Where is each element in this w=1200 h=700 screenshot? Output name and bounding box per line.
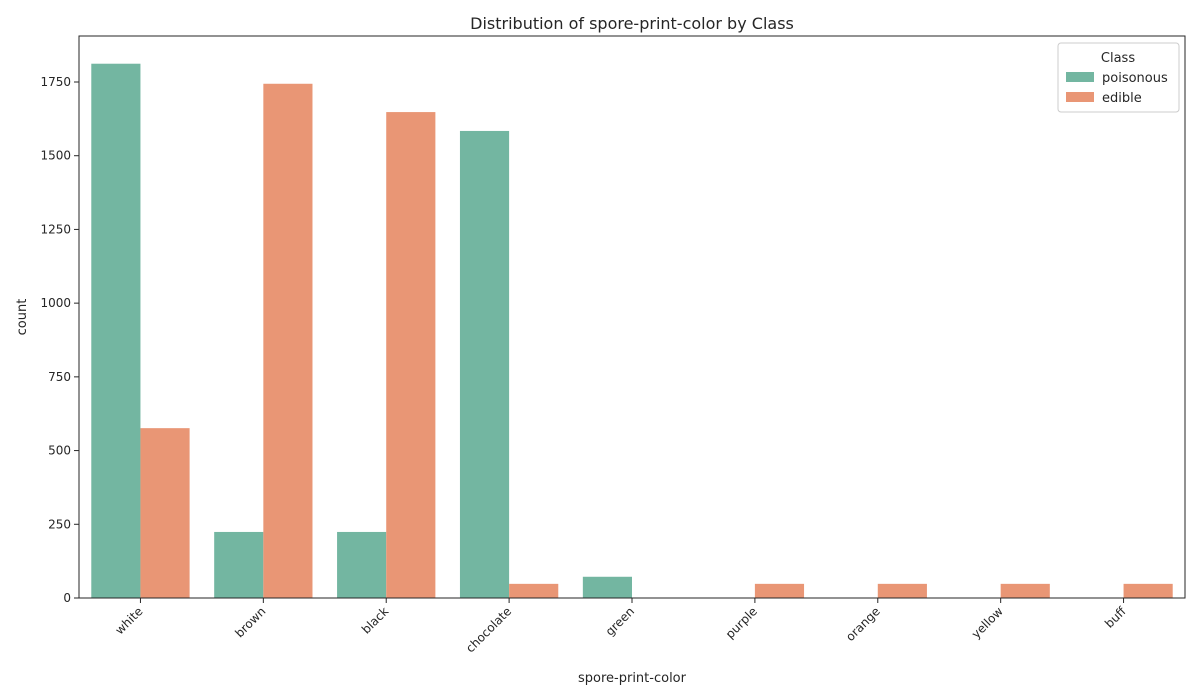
bar-edible-brown: [263, 83, 313, 599]
legend: Class poisonous edible: [1057, 42, 1180, 113]
legend-label-edible: edible: [1102, 91, 1142, 106]
x-tick-label-black: black: [359, 604, 391, 636]
bar-poisonous-chocolate: [459, 130, 510, 598]
x-tick-label-white: white: [112, 604, 145, 637]
x-tick-label-green: green: [603, 604, 637, 638]
y-tick-label: 1750: [40, 75, 71, 89]
legend-title: Class: [1101, 51, 1135, 66]
y-tick-label: 750: [48, 370, 71, 384]
bars-group: [91, 63, 1173, 599]
x-tick-label-brown: brown: [232, 604, 268, 640]
x-axis-label: spore-print-color: [578, 671, 687, 686]
y-tick-label: 250: [48, 517, 71, 531]
y-tick-label: 500: [48, 444, 71, 458]
y-tick-label: 1500: [40, 149, 71, 163]
y-tick-label: 1000: [40, 296, 71, 310]
x-tick-label-purple: purple: [723, 604, 760, 641]
y-tick-label: 1250: [40, 222, 71, 236]
bar-edible-orange: [877, 583, 927, 598]
bar-edible-black: [386, 112, 436, 598]
bar-poisonous-black: [337, 531, 387, 598]
x-tick-label-chocolate: chocolate: [463, 604, 514, 655]
y-axis: 0 250 500 750 1000 1250 1500 1750: [40, 75, 79, 605]
bar-poisonous-white: [91, 63, 141, 599]
bar-poisonous-brown: [214, 531, 264, 598]
y-tick-label: 0: [63, 591, 71, 605]
bar-poisonous-green: [582, 576, 632, 598]
legend-label-poisonous: poisonous: [1102, 71, 1168, 86]
bar-edible-yellow: [1000, 583, 1050, 598]
x-tick-label-yellow: yellow: [969, 604, 1006, 641]
bar-edible-white: [140, 428, 190, 598]
x-tick-label-buff: buff: [1102, 604, 1129, 631]
bar-edible-purple: [754, 583, 805, 598]
chart-title: Distribution of spore-print-color by Cla…: [470, 14, 794, 33]
x-tick-label-orange: orange: [843, 604, 883, 644]
bar-edible-chocolate: [509, 583, 559, 598]
plot-frame: [78, 35, 1186, 599]
y-axis-label: count: [15, 299, 30, 336]
x-axis: white brown black chocolate green purple orang…: [112, 598, 1129, 655]
bar-edible-buff: [1123, 583, 1173, 598]
legend-swatch-edible: [1066, 92, 1094, 102]
legend-swatch-poisonous: [1066, 72, 1094, 82]
